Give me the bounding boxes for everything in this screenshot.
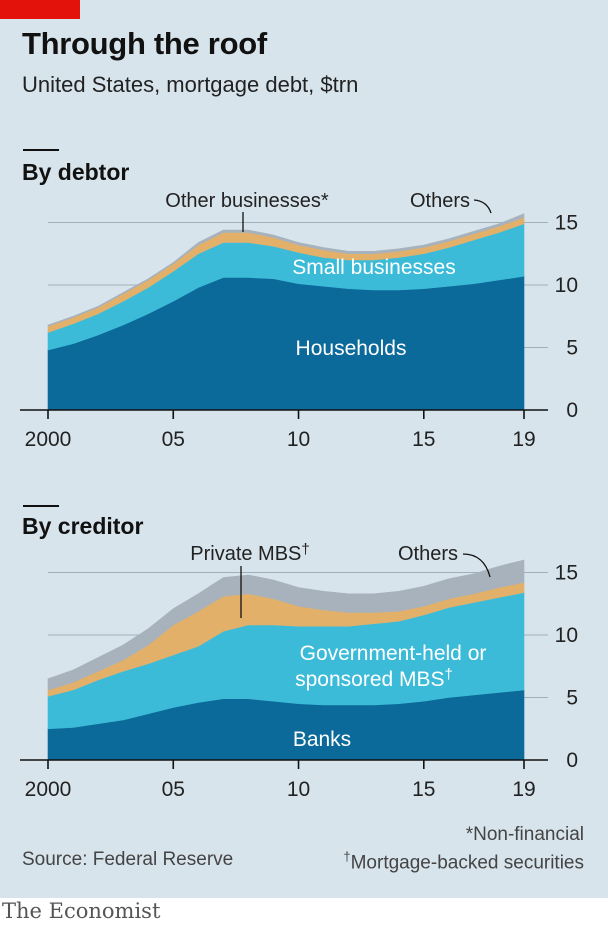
x-tick-label-2000: 2000: [25, 778, 72, 801]
chart-subtitle: United States, mortgage debt, $trn: [22, 72, 359, 97]
section-rule-creditor: [23, 505, 59, 507]
y-tick-label-5: 5: [566, 337, 578, 360]
x-tick-label-19: 19: [512, 428, 535, 451]
y-tick-label-5: 5: [566, 687, 578, 710]
label-gov-line2: sponsored MBS†: [295, 666, 453, 691]
area-others: [47, 213, 525, 327]
section-title-creditor: By creditor: [22, 513, 144, 539]
x-tick-label-15: 15: [412, 428, 435, 451]
area-others: [47, 559, 525, 691]
footnote-dagger: †: [343, 849, 351, 864]
gov-line2-text: sponsored MBS: [295, 668, 444, 691]
x-tick-label-05: 05: [162, 778, 185, 801]
leader-others-creditor: [462, 553, 491, 578]
y-tick-label-0: 0: [566, 399, 578, 422]
section-title-debtor: By debtor: [22, 159, 130, 185]
label-small-businesses: Small businesses: [292, 256, 455, 279]
footnote-non-financial: *Non-financial: [465, 824, 584, 845]
y-tick-label-0: 0: [566, 749, 578, 772]
label-households: Households: [296, 337, 407, 360]
x-tick-label-19: 19: [512, 778, 535, 801]
x-tick-label-10: 10: [287, 778, 310, 801]
x-tick-label-05: 05: [162, 428, 185, 451]
label-banks: Banks: [293, 728, 351, 751]
label-gov-line1: Government-held or: [300, 642, 487, 665]
economist-brand: The Economist: [2, 899, 161, 923]
chart-title: Through the roof: [22, 26, 267, 61]
footnote-mbs: †Mortgage-backed securities: [343, 849, 584, 874]
x-tick-label-15: 15: [412, 778, 435, 801]
y-tick-label-10: 10: [555, 274, 578, 297]
label-others-creditor: Others: [398, 543, 458, 565]
y-tick-label-10: 10: [555, 624, 578, 647]
x-tick-label-2000: 2000: [25, 428, 72, 451]
label-private-mbs: Private MBS†: [190, 541, 310, 565]
footnote-mbs-text: Mortgage-backed securities: [350, 852, 584, 874]
leader-others-debtor: [473, 199, 492, 214]
gov-line2-dagger: †: [445, 666, 453, 683]
source-note: Source: Federal Reserve: [22, 849, 234, 870]
economist-red-tag: [0, 0, 80, 19]
y-tick-label-15: 15: [555, 212, 578, 235]
private-mbs-dagger: †: [301, 541, 309, 558]
label-other-businesses: Other businesses*: [165, 190, 329, 212]
x-tick-label-10: 10: [287, 428, 310, 451]
section-rule-debtor: [23, 149, 59, 151]
label-others-debtor: Others: [410, 190, 470, 212]
y-tick-label-15: 15: [555, 562, 578, 585]
private-mbs-text: Private MBS: [190, 543, 301, 565]
